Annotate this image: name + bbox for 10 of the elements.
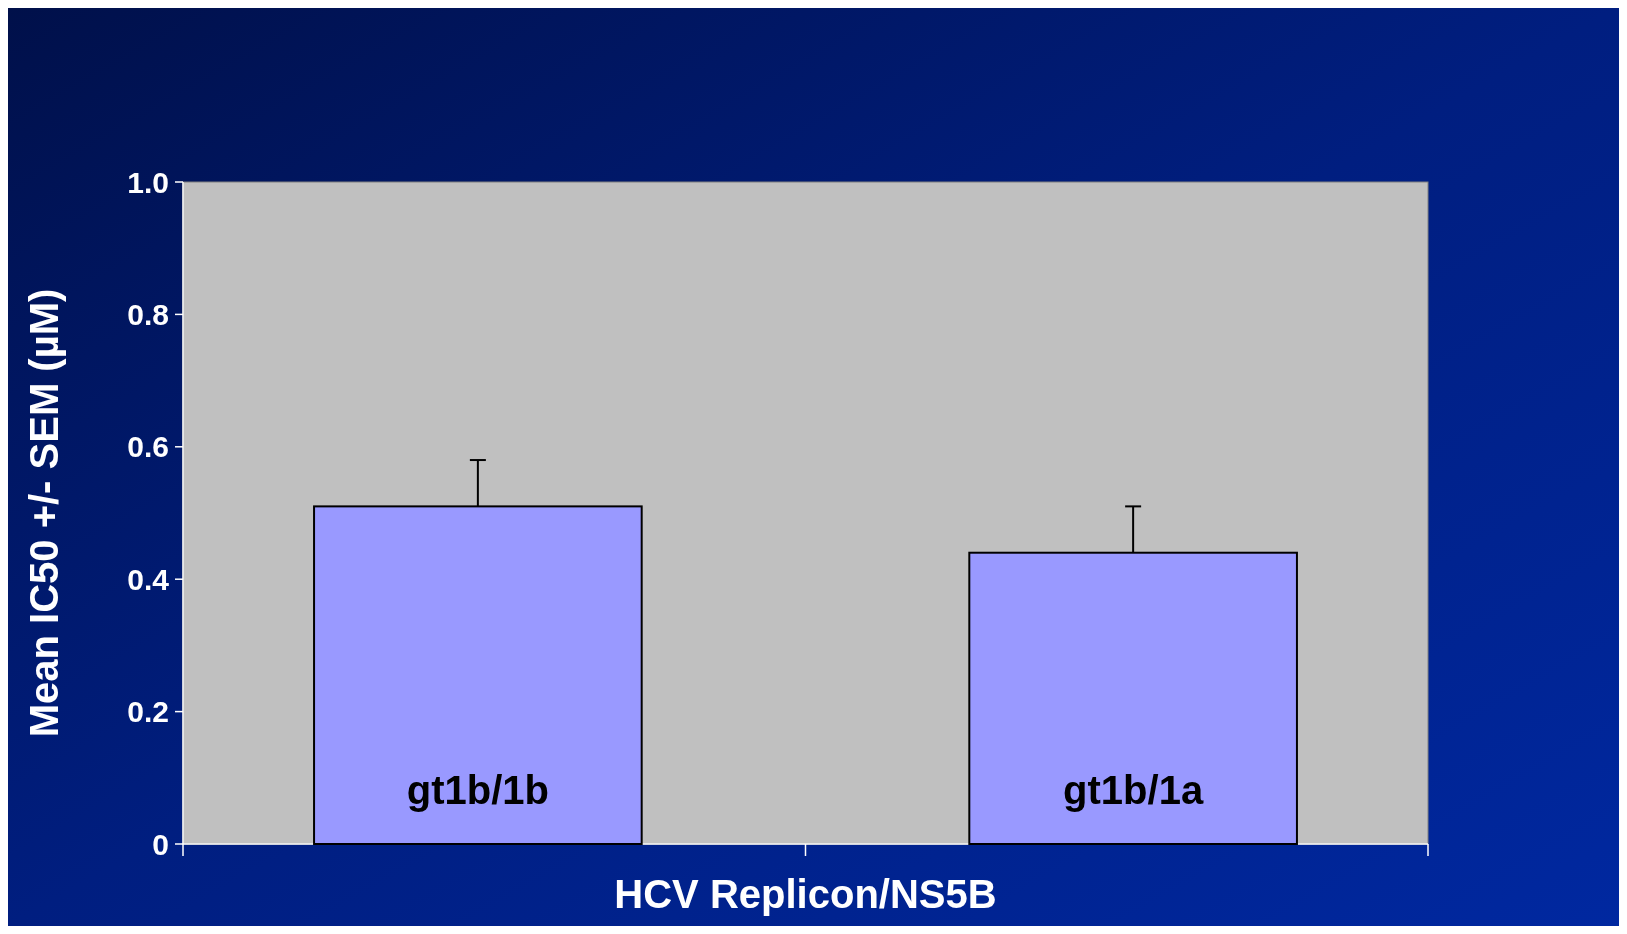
y-tick-label: 0.4: [127, 562, 170, 596]
x-axis-title: HCV Replicon/NS5B: [614, 872, 997, 916]
x-tick-label: gt1b/1b: [406, 768, 549, 812]
y-tick-label: 1.0: [127, 165, 169, 199]
y-tick-label: 0.8: [127, 297, 169, 331]
x-tick-label: gt1b/1a: [1063, 768, 1204, 812]
y-tick-label: 0.6: [127, 430, 169, 464]
y-tick-label: 0: [152, 827, 169, 861]
y-axis-title: Mean IC50 +/- SEM (µM): [22, 288, 66, 738]
y-tick-label: 0.2: [127, 695, 169, 729]
